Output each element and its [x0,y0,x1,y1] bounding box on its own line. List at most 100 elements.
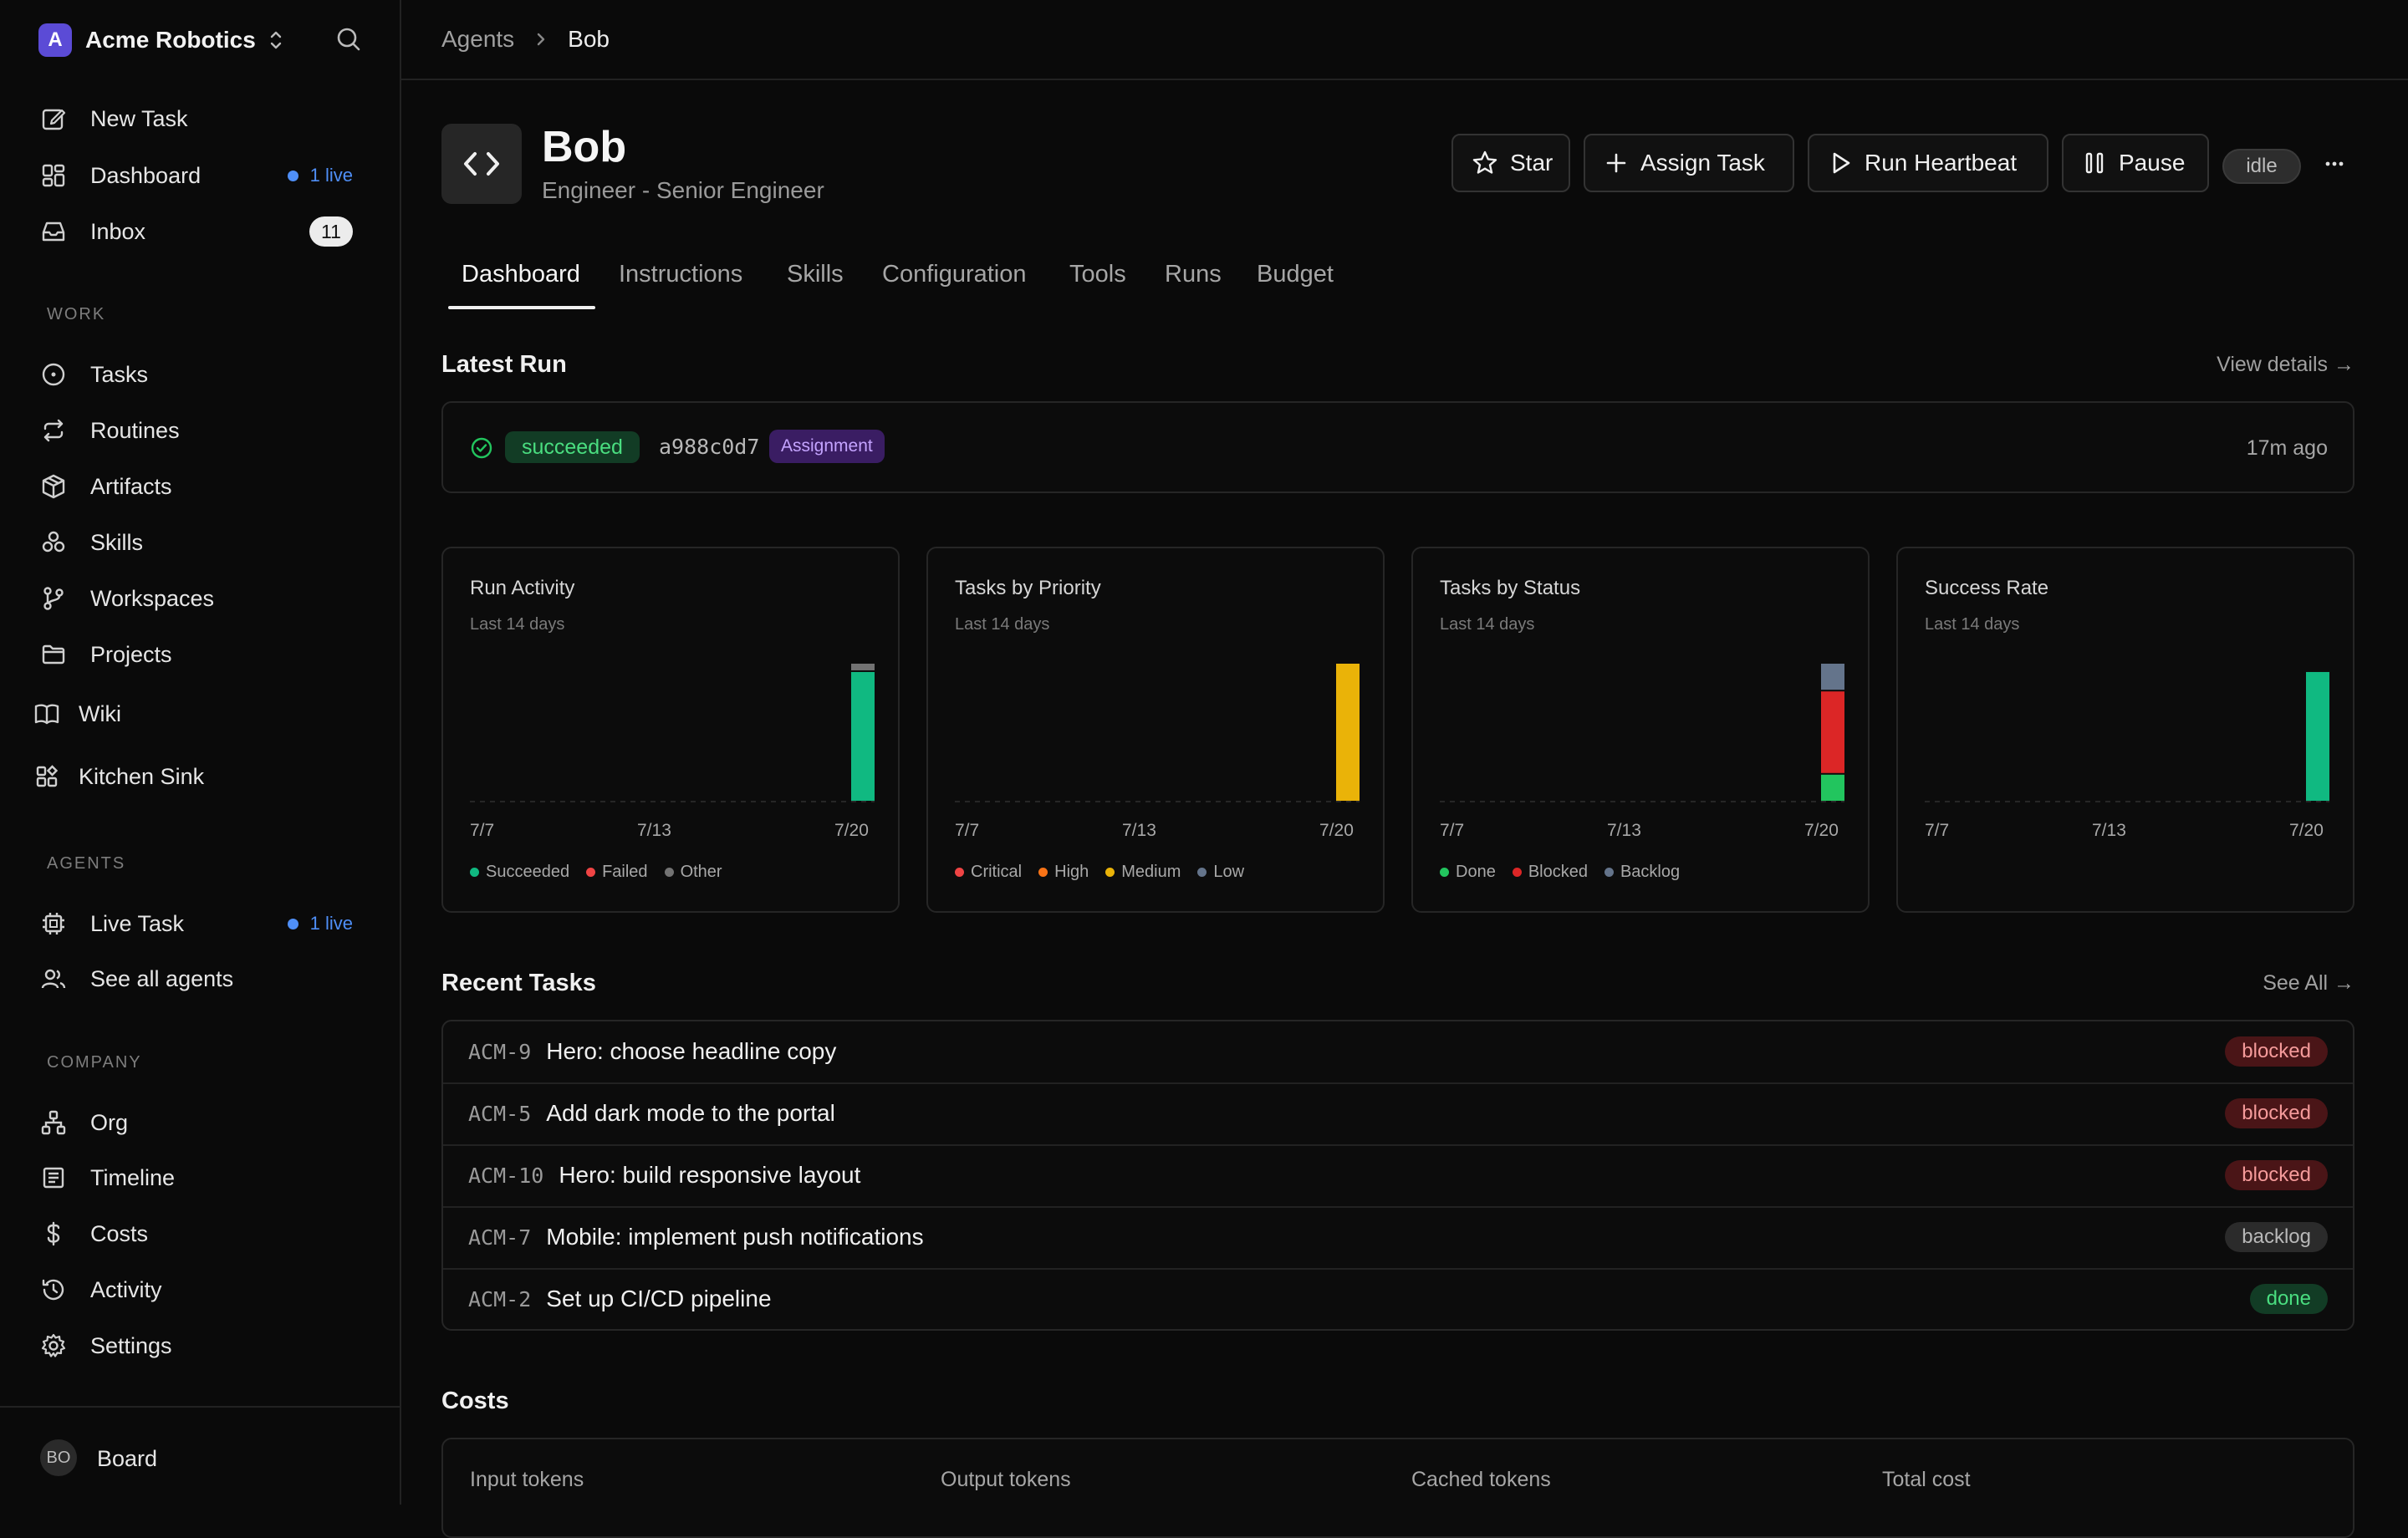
org-switcher[interactable]: A Acme Robotics [38,22,363,59]
chevron-right-icon [534,31,548,48]
sidebar-item-skills[interactable]: Skills [37,522,363,563]
user-name[interactable]: Board [97,1446,158,1471]
view-details-link[interactable]: View details → [2217,353,2354,376]
tab-skills[interactable]: Skills [787,261,844,288]
sidebar-item-new-task[interactable]: New Task [37,98,363,140]
tab-budget[interactable]: Budget [1257,261,1334,288]
more-options-icon[interactable] [2318,147,2351,181]
chart-title: Success Rate [1925,577,2049,599]
run-heartbeat-button[interactable]: Run Heartbeat [1808,134,2048,192]
chart-subtitle: Last 14 days [1925,615,2020,634]
chart-bar-done [1821,774,1844,801]
sidebar-item-see-all-agents[interactable]: See all agents [37,958,363,1000]
sidebar-item-projects[interactable]: Projects [37,634,363,675]
chart-legend: Done Blocked Backlog [1440,863,1696,882]
legend-label: Medium [1121,863,1181,881]
plus-icon [1604,150,1629,176]
x-tick-label: 7/13 [637,821,671,840]
pause-button[interactable]: Pause [2062,134,2209,192]
live-dot [287,170,298,181]
table-row[interactable]: ACM-2 Set up CI/CD pipeline done [441,1268,2354,1330]
row-divider [443,1206,2353,1208]
x-tick-label: 7/20 [1804,821,1839,840]
chart-bar-other [851,664,875,670]
breadcrumb-agents[interactable]: Agents [441,26,515,52]
dashboard-icon [37,159,70,192]
legend-dot [955,868,964,877]
sidebar-item-costs[interactable]: Costs [37,1213,363,1255]
table-row[interactable]: ACM-5 Add dark mode to the portal blocke… [441,1082,2354,1144]
legend-dot [1105,868,1115,877]
legend-label: Failed [602,863,648,881]
sidebar-item-tasks[interactable]: Tasks [37,354,363,395]
sidebar-item-activity[interactable]: Activity [37,1269,363,1311]
sidebar: A Acme Robotics New Task Dashboard 1 liv… [0,0,401,1505]
sidebar-item-dashboard[interactable]: Dashboard 1 live [37,155,363,196]
sidebar-item-label: Tasks [90,361,149,387]
sidebar-item-timeline[interactable]: Timeline [37,1157,363,1199]
chart-bar-succeeded [851,671,875,801]
sidebar-item-kitchen-sink[interactable]: Kitchen Sink [30,756,356,797]
live-count: 1 live [309,913,353,934]
sidebar-item-live-task[interactable]: Live Task 1 live [37,903,363,945]
sidebar-item-org[interactable]: Org [37,1102,363,1143]
legend-label: Low [1213,863,1245,881]
sidebar-item-label: Activity [90,1276,162,1302]
tab-runs[interactable]: Runs [1165,261,1222,288]
book-icon [30,697,64,731]
sidebar-item-label: Artifacts [90,473,172,499]
table-row[interactable]: ACM-10 Hero: build responsive layout blo… [441,1144,2354,1206]
costs-card [441,1438,2354,1538]
sidebar-item-settings[interactable]: Settings [37,1325,363,1367]
assign-task-button[interactable]: Assign Task [1584,134,1794,192]
code-icon [441,124,522,204]
sidebar-item-artifacts[interactable]: Artifacts [37,466,363,507]
latest-run-card[interactable] [441,401,2354,493]
sidebar-item-routines[interactable]: Routines [37,410,363,451]
chart-title: Tasks by Status [1440,577,1581,599]
sidebar-item-wiki[interactable]: Wiki [30,693,356,735]
table-row[interactable]: ACM-9 Hero: choose headline copy blocked [441,1021,2354,1082]
sidebar-item-workspaces[interactable]: Workspaces [37,578,363,619]
x-tick-label: 7/7 [470,821,495,840]
chart-card-success-rate: Success Rate Last 14 days 7/7 7/13 7/20 [1896,547,2354,913]
tab-tools[interactable]: Tools [1069,261,1126,288]
package-icon [37,470,70,503]
sidebar-item-label: Routines [90,417,180,443]
search-icon[interactable] [334,25,363,53]
legend-label: High [1054,863,1089,881]
chart-title: Tasks by Priority [955,577,1101,599]
chart-bar-backlog [1821,664,1844,690]
recent-tasks-title: Recent Tasks [441,970,596,996]
sidebar-item-inbox[interactable]: Inbox 11 [37,211,363,252]
users-icon [37,962,70,996]
run-tag-badge: Assignment [769,430,885,463]
legend-item: High [1038,863,1089,882]
sidebar-item-label: Workspaces [90,585,215,611]
legend-item: Failed [586,863,648,882]
task-id: ACM-5 [468,1101,532,1126]
avatar[interactable]: BO [40,1439,77,1476]
chart-plot [470,664,875,802]
table-row[interactable]: ACM-7 Mobile: implement push notificatio… [441,1206,2354,1268]
breadcrumb-current: Bob [568,26,610,52]
legend-item: Medium [1105,863,1181,882]
chart-title: Run Activity [470,577,575,599]
star-button[interactable]: Star [1451,134,1570,192]
task-title: Add dark mode to the portal [546,1100,835,1126]
legend-label: Critical [971,863,1023,881]
x-tick-label: 7/20 [2289,821,2324,840]
task-id: ACM-2 [468,1286,532,1311]
tab-instructions[interactable]: Instructions [619,261,743,288]
live-badge: 1 live [287,165,353,186]
sidebar-item-label: Org [90,1109,129,1135]
sidebar-item-label: Wiki [79,700,121,726]
input-tokens-label: Input tokens [470,1468,584,1491]
chevron-up-down-icon [268,29,284,51]
see-all-link[interactable]: See All → [2263,971,2354,995]
tab-dashboard[interactable]: Dashboard [462,261,580,288]
chart-subtitle: Last 14 days [955,615,1050,634]
recent-tasks-list [441,1020,2354,1331]
tab-configuration[interactable]: Configuration [882,261,1027,288]
sidebar-item-label: Skills [90,529,144,555]
